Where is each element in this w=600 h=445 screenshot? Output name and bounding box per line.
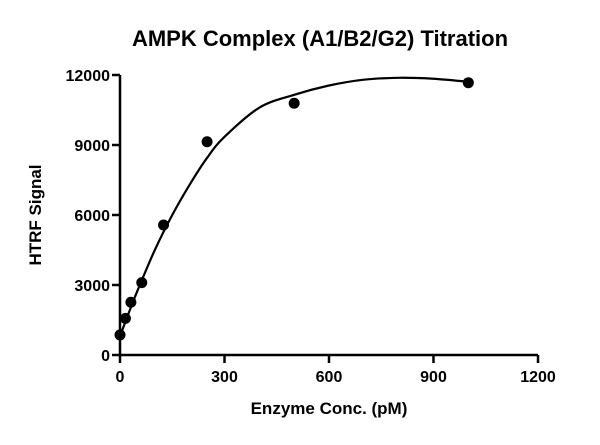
fit-curve — [118, 76, 469, 337]
y-tick-label: 12000 — [66, 68, 111, 85]
x-tick-label: 1200 — [520, 369, 556, 386]
x-tick-label: 300 — [211, 369, 238, 386]
x-axis-label: Enzyme Conc. (pM) — [251, 399, 408, 418]
data-point — [114, 329, 126, 341]
data-point — [119, 312, 131, 324]
y-tick-label: 6000 — [74, 208, 110, 225]
data-point — [158, 219, 170, 231]
data-point — [125, 296, 137, 308]
x-tick-label: 600 — [316, 369, 343, 386]
data-point — [288, 97, 300, 109]
x-tick-label: 900 — [420, 369, 447, 386]
y-tick-label: 9000 — [74, 138, 110, 155]
chart-title: AMPK Complex (A1/B2/G2) Titration — [132, 26, 508, 51]
data-point — [136, 277, 148, 289]
data-point — [462, 77, 474, 89]
data-point — [201, 136, 213, 148]
y-tick-label: 3000 — [74, 278, 110, 295]
x-tick-label: 0 — [116, 369, 125, 386]
y-tick-label: 0 — [101, 348, 110, 365]
y-axis-label: HTRF Signal — [26, 164, 45, 265]
